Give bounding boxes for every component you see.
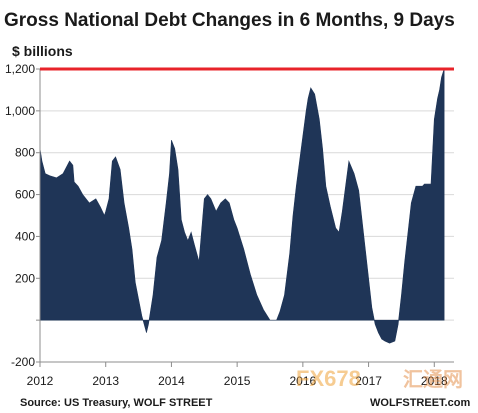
watermark: WOLFSTREET.com (370, 397, 470, 409)
axis-lines (39, 67, 454, 363)
y-tick-labels: -200 200 400 600 800 1,000 1,200 (5, 62, 40, 369)
x-tick-label: 2017 (355, 374, 382, 388)
source-note: Source: US Treasury, WOLF STREET (20, 397, 213, 409)
y-tick-label: 400 (15, 229, 35, 243)
y-tick-label: 800 (15, 146, 35, 160)
x-tick-label: 2014 (158, 374, 185, 388)
logo-latin: FX678 (296, 366, 361, 391)
y-tick-label: 600 (15, 188, 35, 202)
x-tick-label: 2018 (421, 374, 448, 388)
x-tick-label: 2012 (27, 374, 54, 388)
logo-cjk: 汇通网 (403, 368, 463, 391)
debt-change-area (39, 68, 445, 344)
x-tick-labels: 2012 2013 2014 2015 2016 2017 2018 (27, 362, 448, 388)
y-axis-label: $ billions (12, 43, 73, 59)
y-tick-label: -200 (11, 355, 35, 369)
y-tick-label: 1,000 (5, 104, 35, 118)
y-tick-label: 200 (15, 271, 35, 285)
x-tick-label: 2013 (92, 374, 119, 388)
x-tick-label: 2015 (224, 374, 251, 388)
y-tick-label: 1,200 (5, 62, 35, 76)
chart-title: Gross National Debt Changes in 6 Months,… (4, 10, 455, 31)
area-layer (39, 68, 445, 344)
x-tick-label: 2016 (290, 374, 317, 388)
